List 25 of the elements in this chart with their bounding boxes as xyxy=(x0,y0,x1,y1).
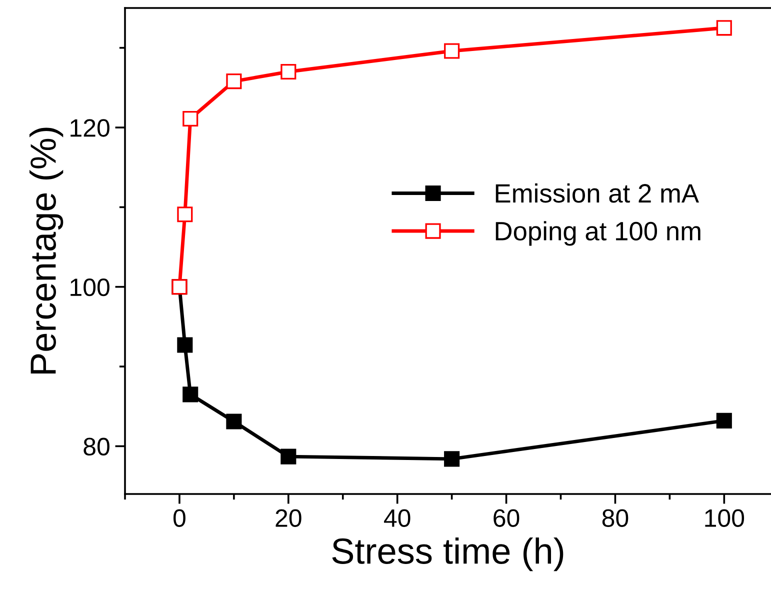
legend-label: Emission at 2 mA xyxy=(496,183,699,203)
x-tick-label: 100 xyxy=(705,509,744,527)
point xyxy=(177,206,193,222)
point xyxy=(182,386,198,402)
x-tick-label: 60 xyxy=(494,509,520,527)
point xyxy=(716,412,732,428)
point xyxy=(444,451,460,467)
x-tick-label: 80 xyxy=(602,509,628,527)
point xyxy=(716,20,732,36)
point xyxy=(177,337,193,353)
x-axis-title: Stress time (h) xyxy=(332,537,564,572)
point xyxy=(444,43,460,59)
point xyxy=(226,414,242,430)
point xyxy=(182,110,198,127)
x-tick-label: 40 xyxy=(384,509,410,527)
x-tick-label: 0 xyxy=(173,509,186,527)
y-axis-title: Percentage (%) xyxy=(29,128,64,374)
x-tick-label: 20 xyxy=(276,509,302,527)
y-tick-label: 100 xyxy=(70,278,110,296)
point xyxy=(280,448,296,464)
y-tick-label: 120 xyxy=(70,119,110,137)
y-tick-label: 80 xyxy=(84,438,110,456)
point xyxy=(226,74,242,90)
point xyxy=(280,64,296,80)
legend-label: Doping at 100 nm xyxy=(496,221,700,246)
